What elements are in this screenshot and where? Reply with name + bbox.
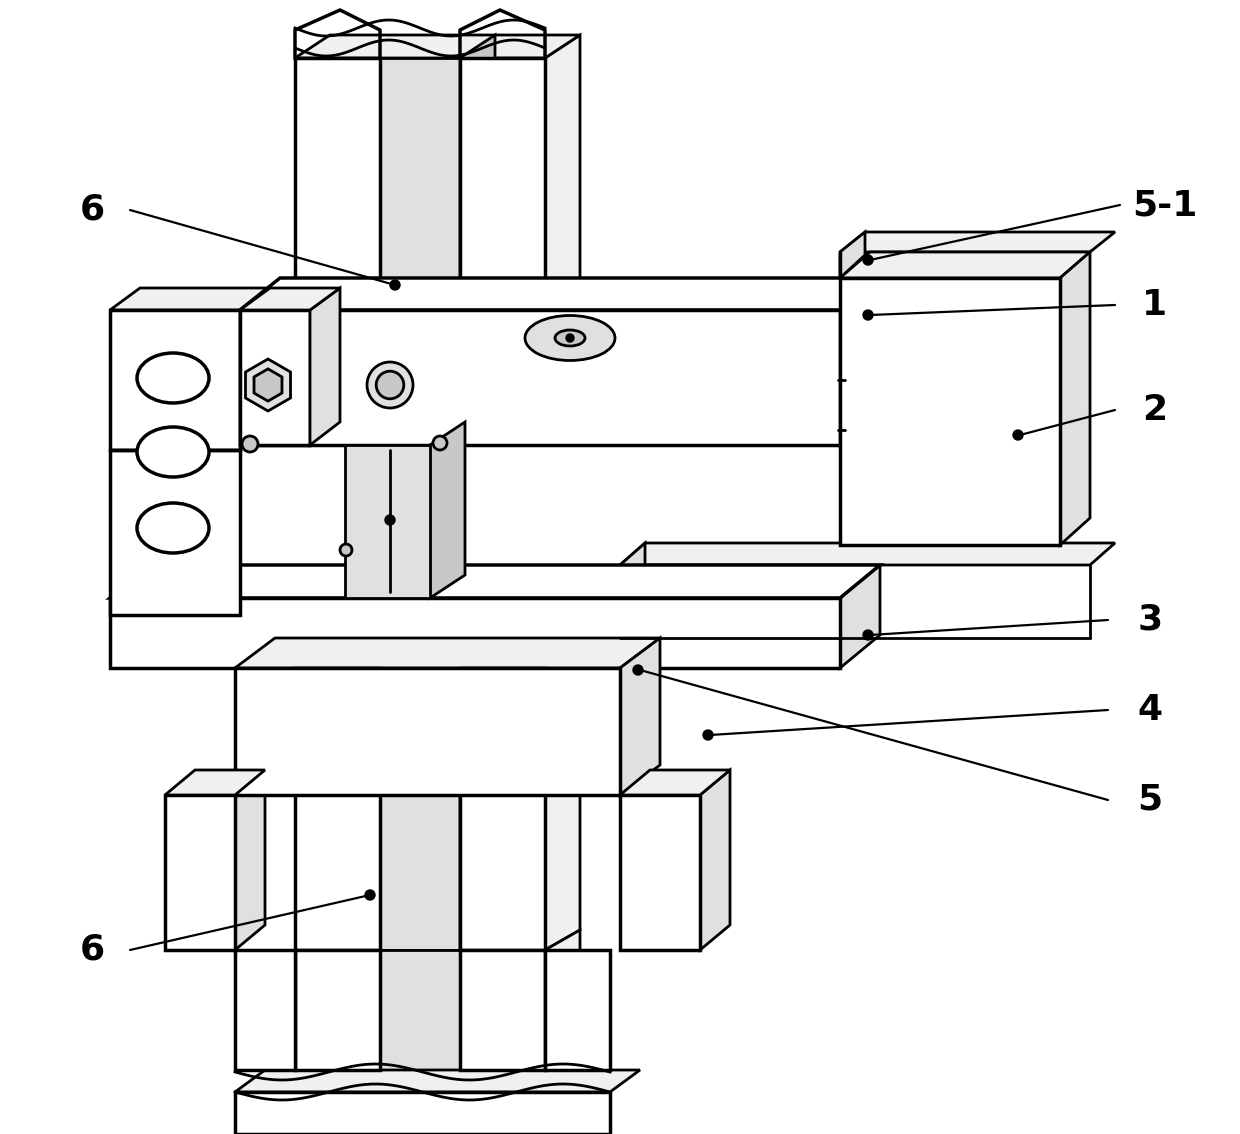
Polygon shape [839,252,1090,278]
Polygon shape [460,645,495,950]
Polygon shape [701,770,730,950]
Polygon shape [379,58,460,330]
Polygon shape [345,445,430,598]
Polygon shape [110,310,241,450]
Polygon shape [460,950,546,1070]
Polygon shape [839,565,880,668]
Text: 2: 2 [1142,393,1168,428]
Polygon shape [246,359,290,411]
Polygon shape [546,930,580,1070]
Polygon shape [839,232,866,278]
Polygon shape [460,35,495,330]
Polygon shape [460,58,546,330]
Circle shape [703,730,713,741]
Polygon shape [839,278,880,445]
Polygon shape [460,668,546,950]
Circle shape [863,631,873,640]
Polygon shape [165,770,265,795]
Polygon shape [236,668,620,795]
Circle shape [376,371,404,399]
Circle shape [565,335,574,342]
Ellipse shape [136,503,210,553]
Ellipse shape [136,353,210,403]
Polygon shape [839,278,1060,545]
Circle shape [863,255,873,265]
Polygon shape [241,278,880,310]
Polygon shape [620,543,645,638]
Text: 6: 6 [79,933,104,967]
Polygon shape [254,369,281,401]
Polygon shape [546,35,580,330]
Polygon shape [620,638,660,795]
Polygon shape [546,950,610,1070]
Polygon shape [379,950,460,1070]
Polygon shape [620,770,730,795]
Polygon shape [839,232,1115,252]
Polygon shape [430,422,465,598]
Circle shape [365,890,374,900]
Polygon shape [236,638,660,668]
Circle shape [1013,430,1023,440]
Circle shape [433,435,446,450]
Circle shape [384,515,396,525]
Polygon shape [165,795,236,950]
Polygon shape [295,668,379,950]
Circle shape [863,310,873,320]
Text: 5: 5 [1137,782,1163,816]
Polygon shape [110,565,880,598]
Polygon shape [110,288,270,310]
Polygon shape [379,668,460,950]
Circle shape [367,362,413,408]
Text: 1: 1 [1142,288,1168,322]
Polygon shape [236,770,265,950]
Polygon shape [546,645,580,950]
Polygon shape [310,288,340,445]
Circle shape [242,435,258,452]
Circle shape [391,280,401,290]
Ellipse shape [136,428,210,477]
Polygon shape [241,310,310,445]
Polygon shape [236,1092,610,1134]
Polygon shape [241,288,340,310]
Polygon shape [236,950,295,1070]
Polygon shape [620,543,1115,565]
Text: 6: 6 [79,193,104,227]
Polygon shape [295,35,580,58]
Polygon shape [1060,252,1090,545]
Text: 4: 4 [1137,693,1163,727]
Polygon shape [295,58,379,330]
Ellipse shape [525,315,615,361]
Polygon shape [236,1070,640,1092]
Polygon shape [110,598,839,668]
Circle shape [340,544,352,556]
Ellipse shape [556,330,585,346]
Text: 5-1: 5-1 [1132,188,1198,222]
Polygon shape [110,450,241,615]
Ellipse shape [372,375,408,387]
Polygon shape [620,795,701,950]
Text: 3: 3 [1137,603,1163,637]
Polygon shape [241,310,839,445]
Circle shape [632,665,644,675]
Polygon shape [295,950,379,1070]
